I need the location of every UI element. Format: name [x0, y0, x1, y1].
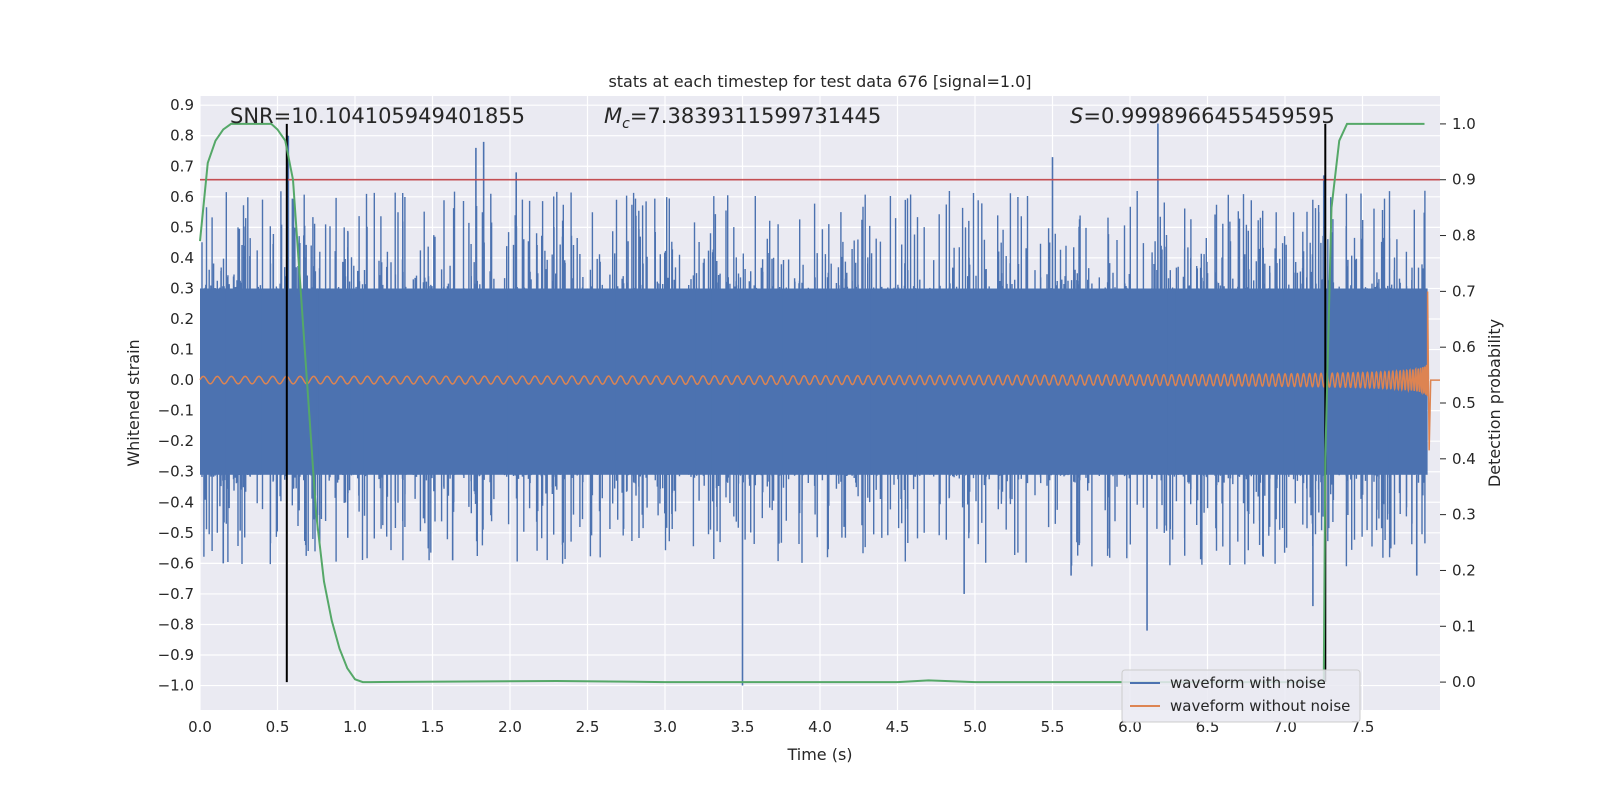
y-axis-label: Whitened strain	[124, 339, 143, 466]
legend-label-noise: waveform with noise	[1170, 674, 1326, 692]
y-tick-label: −0.9	[158, 646, 194, 664]
y-tick-label: −0.6	[158, 554, 194, 572]
legend-label-clean: waveform without noise	[1170, 697, 1350, 715]
x-tick-label: 2.5	[576, 718, 600, 736]
y-tick-label: 0.8	[170, 127, 194, 145]
y-tick-label: 0.7	[170, 157, 194, 175]
y2-tick-label: 0.5	[1452, 394, 1476, 412]
y-tick-label: 0.6	[170, 188, 194, 206]
legend-box	[1121, 669, 1361, 723]
y2-tick-label: 0.4	[1452, 450, 1476, 468]
y2-tick-label: 0.0	[1452, 673, 1476, 691]
x-tick-label: 1.5	[421, 718, 445, 736]
chirp-waveform	[199, 291, 1440, 451]
mc-symbol: M	[604, 104, 622, 128]
y-tick-label: −0.5	[158, 524, 194, 542]
y2-tick-label: 1.0	[1452, 115, 1476, 133]
chart-title: stats at each timestep for test data 676…	[608, 72, 1031, 91]
x-tick-label: 3.0	[653, 718, 677, 736]
x-axis-label: Time (s)	[786, 745, 852, 764]
y-tick-label: −0.4	[158, 493, 194, 511]
legend: waveform with noise waveform without noi…	[1121, 669, 1361, 723]
y-tick-label: −1.0	[158, 677, 194, 695]
x-tick-label: 3.5	[731, 718, 755, 736]
y-tick-label: 0.3	[170, 279, 194, 297]
y2-tick-label: 0.3	[1452, 506, 1476, 524]
s-symbol: S	[1070, 104, 1083, 128]
s-annotation: S=0.9998966455459595	[1070, 104, 1335, 128]
x-tick-label: 0.0	[188, 718, 212, 736]
y2-tick-labels: 1.0 0.9 0.8 0.7 0.6 0.5 0.4 0.3 0.2 0.1 0.0	[1440, 115, 1476, 691]
y2-axis-label: Detection probability	[1485, 319, 1504, 487]
x-tick-label: 1.0	[343, 718, 367, 736]
x-tick-label: 4.5	[886, 718, 910, 736]
x-tick-label: 4.0	[808, 718, 832, 736]
x-tick-label: 2.0	[498, 718, 522, 736]
y2-tick-label: 0.6	[1452, 338, 1476, 356]
y-tick-label: −0.7	[158, 585, 194, 603]
x-tick-label: 5.5	[1041, 718, 1065, 736]
y-tick-label: −0.1	[158, 402, 194, 420]
y-tick-label: 0.1	[170, 341, 194, 359]
noise-band	[200, 123, 1428, 686]
y-tick-label: 0.9	[170, 96, 194, 114]
y-tick-label: 0.0	[170, 371, 194, 389]
x-tick-label: 5.0	[963, 718, 987, 736]
y2-tick-label: 0.9	[1452, 171, 1476, 189]
y-tick-label: −0.3	[158, 463, 194, 481]
mc-subscript: c	[622, 116, 630, 132]
s-value: =0.9998966455459595	[1083, 104, 1334, 128]
mc-annotation: Mc=7.3839311599731445	[604, 104, 881, 132]
mc-value: =7.3839311599731445	[630, 104, 881, 128]
y-tick-label: −0.8	[158, 615, 194, 633]
y-tick-label: −0.2	[158, 432, 194, 450]
y-tick-labels: 0.9 0.8 0.7 0.6 0.5 0.4 0.3 0.2 0.1 0.0 −0.1 −0.2 −0…	[158, 96, 194, 694]
y2-tick-label: 0.7	[1452, 282, 1476, 300]
y2-tick-label: 0.8	[1452, 227, 1476, 245]
y2-tick-label: 0.2	[1452, 561, 1476, 579]
x-tick-label: 0.5	[266, 718, 290, 736]
y-tick-label: 0.2	[170, 310, 194, 328]
y-tick-label: 0.4	[170, 249, 194, 267]
snr-annotation: SNR=10.104105949401855	[230, 104, 525, 128]
y2-tick-label: 0.1	[1452, 617, 1476, 635]
y-tick-label: 0.5	[170, 218, 194, 236]
chirp-line	[199, 291, 1440, 451]
